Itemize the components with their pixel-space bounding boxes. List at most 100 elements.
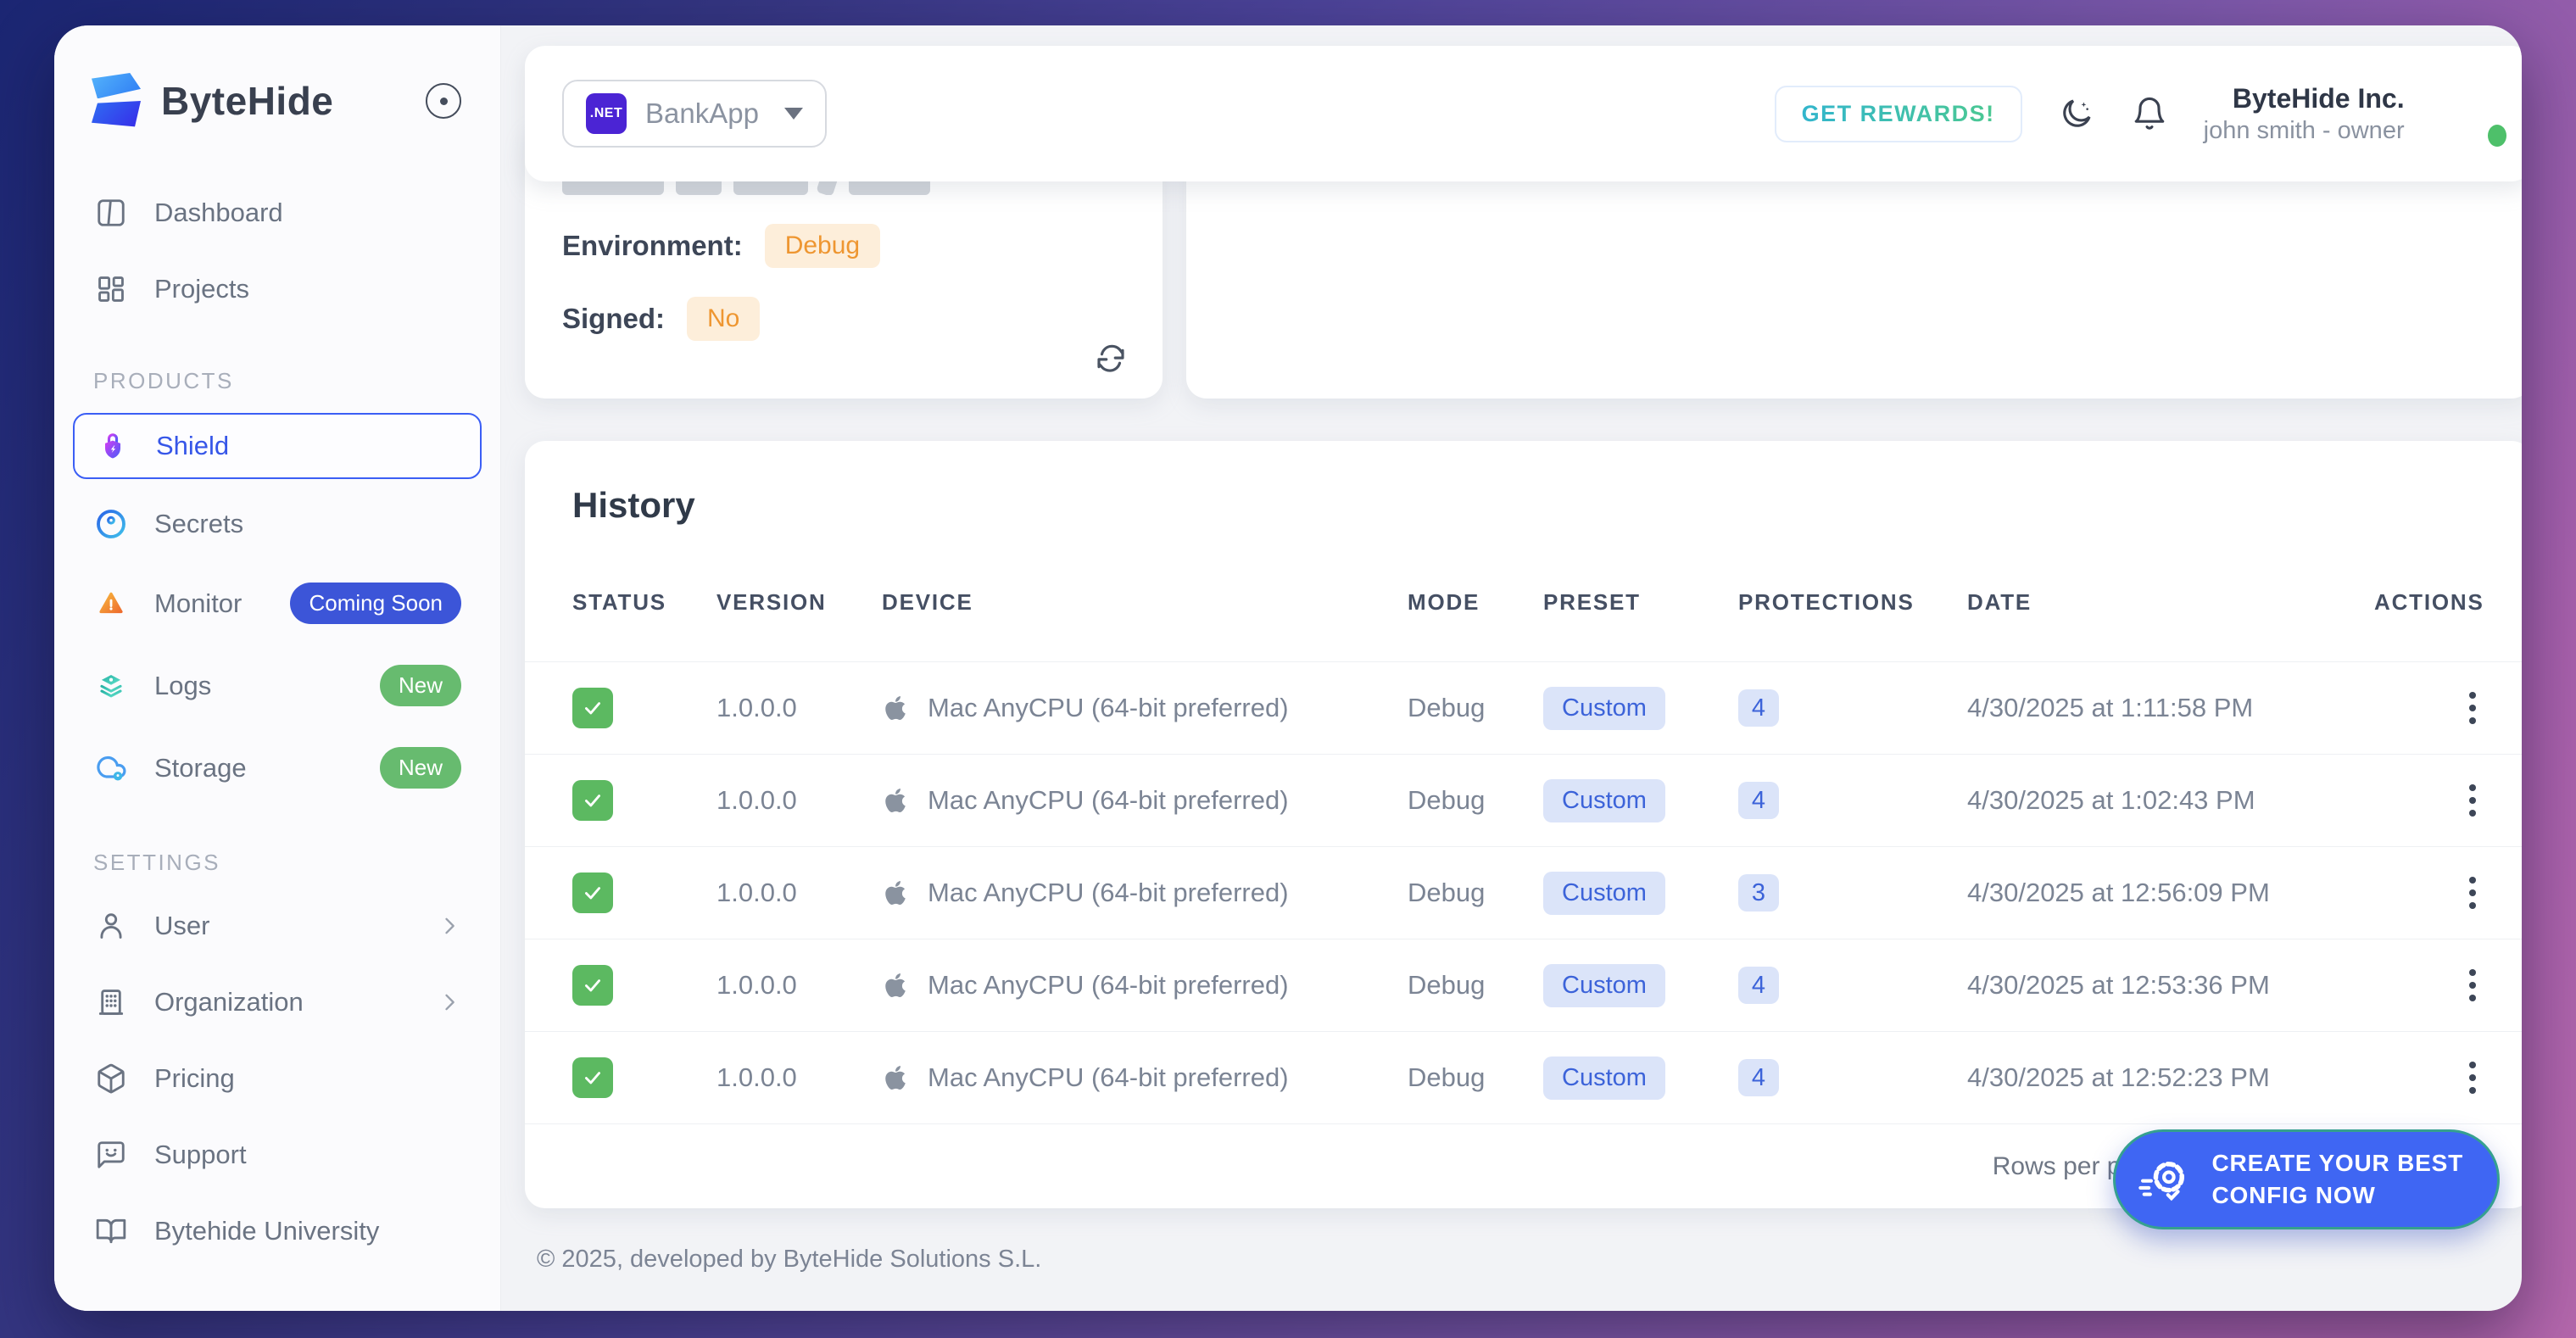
table-row: 1.0.0.0 Mac AnyCPU (64-bit preferred) De… bbox=[525, 846, 2522, 939]
sidebar-item-label: Logs bbox=[154, 670, 212, 700]
sidebar-item-label: Shield bbox=[156, 431, 230, 460]
book-icon bbox=[93, 1213, 129, 1249]
speedy-gear-icon bbox=[2138, 1162, 2184, 1201]
preset-badge: Custom bbox=[1543, 871, 1665, 915]
col-mode: MODE bbox=[1408, 588, 1480, 615]
cell-version: 1.0.0.0 bbox=[716, 1062, 797, 1092]
org-name: ByteHide Inc. bbox=[2232, 82, 2405, 114]
cell-device: Mac AnyCPU (64-bit preferred) bbox=[928, 693, 1289, 722]
pricing-package-icon bbox=[93, 1061, 129, 1096]
sidebar-item-secrets[interactable]: Secrets bbox=[73, 493, 482, 555]
cell-date: 4/30/2025 at 12:56:09 PM bbox=[1967, 878, 2270, 907]
cta-line1: CREATE YOUR BEST bbox=[2211, 1150, 2463, 1177]
brand-name: ByteHide bbox=[161, 79, 334, 123]
history-title: History bbox=[572, 485, 695, 525]
app-window: ByteHide Dashboard Projects PRODUCTS bbox=[54, 25, 2522, 1311]
sidebar-item-projects[interactable]: Projects bbox=[73, 258, 482, 321]
user-icon bbox=[93, 908, 129, 944]
products-section-label: PRODUCTS bbox=[93, 368, 234, 393]
cell-date: 4/30/2025 at 12:52:23 PM bbox=[1967, 1062, 2270, 1092]
apple-icon bbox=[885, 973, 906, 997]
status-success-icon bbox=[572, 1057, 613, 1098]
protections-badge: 3 bbox=[1738, 874, 1779, 912]
apple-icon bbox=[885, 696, 906, 720]
signed-badge: No bbox=[687, 297, 761, 341]
preset-badge: Custom bbox=[1543, 963, 1665, 1007]
status-success-icon bbox=[572, 872, 613, 913]
cell-device: Mac AnyCPU (64-bit preferred) bbox=[928, 785, 1289, 815]
support-chat-icon bbox=[93, 1137, 129, 1173]
status-success-icon bbox=[572, 688, 613, 728]
table-row: 1.0.0.0 Mac AnyCPU (64-bit preferred) De… bbox=[525, 754, 2522, 846]
col-protections: PROTECTIONS bbox=[1738, 588, 1915, 615]
preset-badge: Custom bbox=[1543, 1056, 1665, 1100]
col-actions: ACTIONS bbox=[2374, 588, 2484, 615]
project-selector[interactable]: .NET BankApp bbox=[562, 80, 827, 148]
refresh-button[interactable] bbox=[1093, 341, 1129, 376]
notifications-button[interactable] bbox=[2131, 95, 2168, 132]
sidebar-item-label: Projects bbox=[154, 274, 249, 304]
chevron-down-icon bbox=[783, 108, 803, 120]
history-card: History STATUS VERSION DEVICE MODE PRESE… bbox=[525, 441, 2522, 1208]
bell-icon bbox=[2134, 97, 2164, 130]
clipped-card-heading bbox=[562, 180, 1125, 195]
cell-device: Mac AnyCPU (64-bit preferred) bbox=[928, 970, 1289, 1000]
sidebar-item-label: Storage bbox=[154, 752, 247, 783]
sidebar-item-label: Bytehide University bbox=[154, 1216, 380, 1246]
col-date: DATE bbox=[1967, 588, 2032, 615]
new-badge: New bbox=[379, 665, 461, 706]
secrets-key-icon bbox=[93, 506, 129, 542]
sidebar-item-logs[interactable]: Logs New bbox=[73, 651, 482, 720]
environment-badge: Debug bbox=[764, 224, 881, 268]
sidebar-item-label: User bbox=[154, 911, 210, 940]
cell-mode: Debug bbox=[1408, 878, 1486, 907]
row-actions-menu[interactable] bbox=[2461, 868, 2484, 917]
row-actions-menu[interactable] bbox=[2461, 1053, 2484, 1102]
cell-mode: Debug bbox=[1408, 693, 1486, 722]
bytehide-logo-icon bbox=[92, 73, 141, 129]
col-device: DEVICE bbox=[882, 588, 973, 615]
sidebar-item-user[interactable]: User bbox=[73, 895, 482, 957]
cell-date: 4/30/2025 at 12:53:36 PM bbox=[1967, 970, 2270, 1000]
history-table-header: STATUS VERSION DEVICE MODE PRESET PROTEC… bbox=[525, 543, 2522, 661]
cell-version: 1.0.0.0 bbox=[716, 878, 797, 907]
sidebar-item-pricing[interactable]: Pricing bbox=[73, 1047, 482, 1110]
coming-soon-badge: Coming Soon bbox=[290, 583, 461, 624]
sidebar-item-label: Organization bbox=[154, 987, 304, 1017]
shield-lock-icon bbox=[95, 428, 131, 464]
sidebar-item-university[interactable]: Bytehide University bbox=[73, 1200, 482, 1263]
topbar: .NET BankApp GET REWARDS! ByteHide Inc. … bbox=[525, 46, 2522, 181]
sidebar-item-support[interactable]: Support bbox=[73, 1123, 482, 1186]
projects-grid-icon bbox=[93, 271, 129, 307]
apple-icon bbox=[885, 1066, 906, 1090]
footer-copyright: © 2025, developed by ByteHide Solutions … bbox=[537, 1246, 1042, 1273]
cell-device: Mac AnyCPU (64-bit preferred) bbox=[928, 1062, 1289, 1092]
row-actions-menu[interactable] bbox=[2461, 961, 2484, 1010]
chevron-right-icon bbox=[438, 990, 461, 1014]
cell-version: 1.0.0.0 bbox=[716, 693, 797, 722]
row-actions-menu[interactable] bbox=[2461, 776, 2484, 825]
refresh-icon bbox=[1097, 344, 1124, 372]
sidebar-item-dashboard[interactable]: Dashboard bbox=[73, 181, 482, 244]
org-block[interactable]: ByteHide Inc. john smith - owner bbox=[2204, 81, 2405, 146]
sidebar-item-storage[interactable]: Storage New bbox=[73, 733, 482, 802]
get-rewards-button[interactable]: GET REWARDS! bbox=[1774, 85, 2022, 142]
org-avatar[interactable] bbox=[2440, 84, 2506, 147]
apple-icon bbox=[885, 789, 906, 812]
sidebar-item-shield[interactable]: Shield bbox=[73, 413, 482, 479]
status-success-icon bbox=[572, 965, 613, 1006]
brand-row: ByteHide bbox=[54, 59, 500, 137]
chevron-right-icon bbox=[438, 914, 461, 938]
environment-label: Environment: bbox=[562, 230, 743, 261]
sidebar-collapse-toggle[interactable] bbox=[426, 83, 461, 119]
cta-line2: CONFIG NOW bbox=[2211, 1182, 2376, 1209]
row-actions-menu[interactable] bbox=[2461, 683, 2484, 733]
dark-mode-toggle[interactable] bbox=[2058, 95, 2095, 132]
preset-badge: Custom bbox=[1543, 686, 1665, 730]
sidebar-item-organization[interactable]: Organization bbox=[73, 971, 482, 1034]
protections-badge: 4 bbox=[1738, 689, 1779, 727]
dashboard-icon bbox=[93, 195, 129, 231]
create-config-button[interactable]: CREATE YOUR BEST CONFIG NOW bbox=[2112, 1129, 2500, 1229]
protections-badge: 4 bbox=[1738, 967, 1779, 1004]
sidebar-item-monitor[interactable]: Monitor Coming Soon bbox=[73, 569, 482, 638]
